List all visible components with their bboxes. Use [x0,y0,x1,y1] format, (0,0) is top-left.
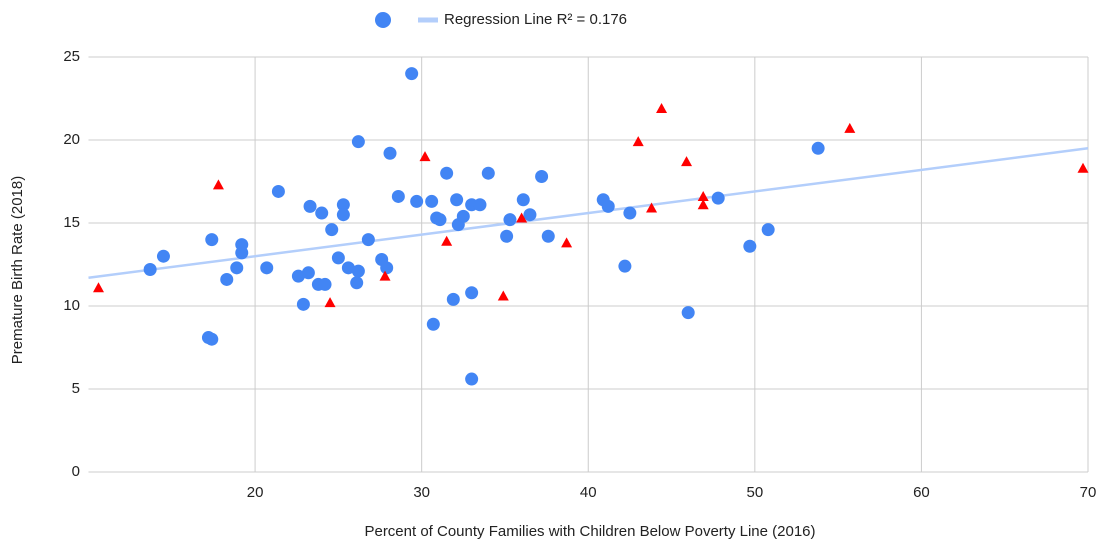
triangle-point [379,270,391,281]
point [220,272,234,286]
y-axis-label: Premature Birth Rate (2018) [9,176,26,364]
point [465,372,479,386]
x-tick-label: 50 [746,484,763,501]
point [315,206,329,220]
point [456,209,470,223]
x-axis-label: Percent of County Families with Children… [364,523,815,540]
x-tick-label: 20 [247,484,264,501]
point [711,191,725,205]
triangle-point [646,202,658,213]
point [350,276,364,290]
y-tick-label: 5 [72,380,80,397]
point [318,277,332,291]
triangle-point [697,199,709,210]
point [405,67,419,81]
point [743,239,757,253]
y-tick-label: 25 [63,48,80,65]
point [433,213,447,227]
point [205,233,219,247]
point [361,233,375,247]
point [383,146,397,160]
point [296,297,310,311]
triangle-point [681,156,693,167]
point [336,198,350,212]
point [761,223,775,237]
regression-line [88,147,1089,280]
point [623,206,637,220]
triangle-point [324,297,336,308]
point [205,332,219,346]
triangle-point [212,179,224,190]
point [601,199,615,213]
triangle-point [419,151,431,162]
point [291,269,305,283]
triangle-point [516,212,528,223]
point [235,238,249,252]
legend-marker [375,12,391,28]
point [450,193,464,207]
triangle-point [497,290,509,301]
y-tick-label: 0 [72,463,80,480]
triangle-point [697,190,709,201]
point [425,194,439,208]
triangle-point [92,282,104,293]
point [535,170,549,184]
point [516,193,530,207]
point [426,317,440,331]
point [336,208,350,222]
point [481,166,495,180]
point [351,264,365,278]
point [811,141,825,155]
triangle-point [632,136,644,147]
triangle-point [441,235,453,246]
triangle-point [1077,162,1089,173]
y-tick-label: 15 [63,214,80,231]
point [541,229,555,243]
point [500,229,514,243]
x-tick-label: 40 [580,484,597,501]
triangle-point [656,102,668,113]
point [391,189,405,203]
point [618,259,632,273]
point [351,135,365,149]
x-tick-label: 60 [913,484,930,501]
point [440,166,454,180]
point [380,261,394,275]
point [271,184,285,198]
point [446,292,460,306]
point [503,213,517,227]
point [303,199,317,213]
y-tick-label: 10 [63,297,80,314]
triangle-point [561,237,573,248]
x-tick-label: 30 [413,484,430,501]
point [325,223,339,237]
point [260,261,274,275]
triangle-point [844,122,856,133]
point [301,266,315,280]
legend-label: Regression Line R² = 0.176 [444,11,627,28]
point [523,208,537,222]
point [465,286,479,300]
point [681,306,695,320]
y-tick-label: 20 [63,131,80,148]
point [410,194,424,208]
point [143,262,157,276]
x-tick-label: 70 [1080,484,1097,501]
point [230,261,244,275]
point [331,251,345,265]
point [156,249,170,263]
point [341,261,355,275]
point [473,198,487,212]
